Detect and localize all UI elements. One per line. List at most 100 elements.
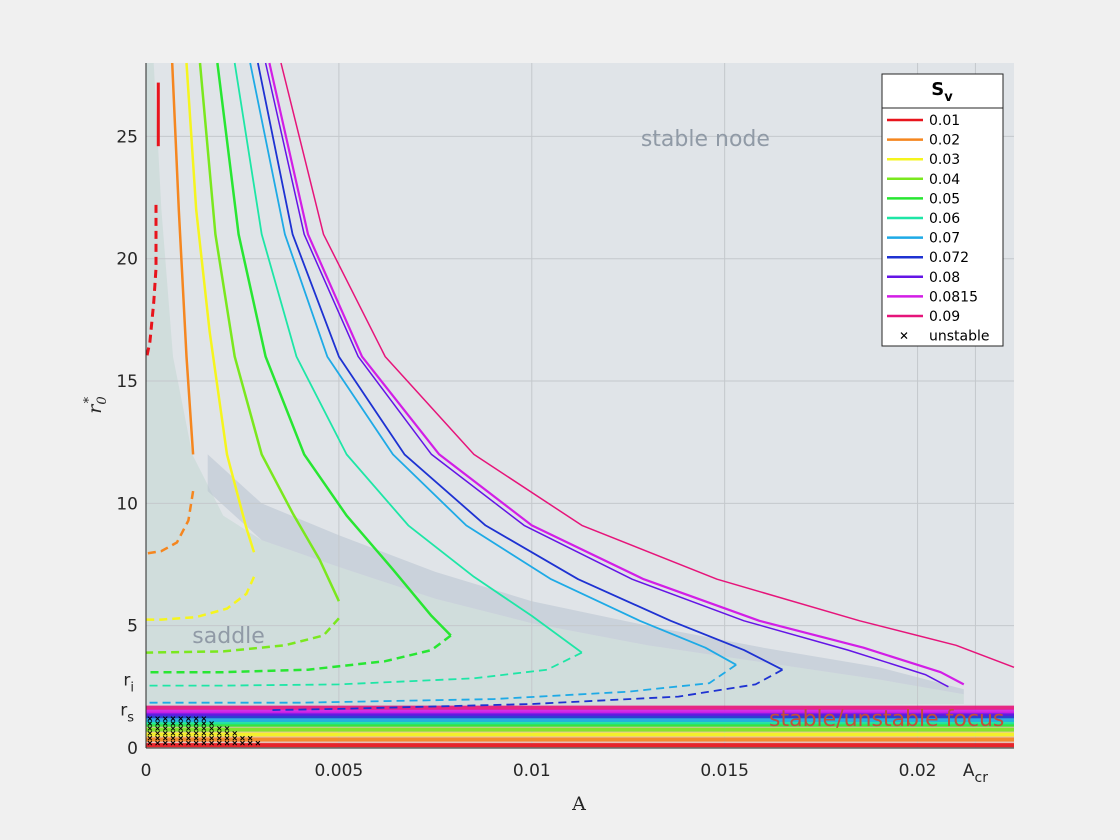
unstable-marker <box>186 740 191 746</box>
unstable-marker <box>147 726 153 731</box>
unstable-marker <box>155 716 160 721</box>
focus-lines <box>146 705 1014 748</box>
series-line-stable <box>216 62 452 637</box>
series-line-unstable <box>269 668 783 711</box>
legend-title: S <box>931 79 944 100</box>
unstable-marker <box>201 735 207 741</box>
y-axis-label-sup: * <box>82 396 97 403</box>
legend-entries: 0.01 0.02 0.03 0.04 0.05 0.06 0.07 0.072 0.08 0.0… <box>887 113 990 345</box>
svg-text:r0*: r0* <box>82 396 110 413</box>
x-tick-label: 0.005 <box>315 761 364 781</box>
unstable-marker <box>216 726 222 731</box>
legend-label: 0.03 <box>929 152 960 168</box>
unstable-marker <box>170 726 176 731</box>
unstable-marker <box>240 735 245 741</box>
unstable-marker <box>201 721 207 726</box>
y-tick-extra-main: r <box>123 671 130 691</box>
unstable-marker <box>155 735 160 741</box>
unstable-marker <box>162 721 168 726</box>
unstable-marker <box>247 740 253 746</box>
x-tick-label: 0.01 <box>513 761 551 781</box>
unstable-marker <box>155 730 160 736</box>
legend: Sv 0.01 0.02 0.03 0.04 0.05 0.06 0.07 0.072 0.08… <box>881 73 1004 347</box>
legend-label: 0.072 <box>929 250 969 266</box>
unstable-marker <box>209 735 214 741</box>
y-tick-label: 5 <box>127 617 138 637</box>
unstable-marker <box>224 735 230 741</box>
series-line-stable <box>185 62 256 553</box>
unstable-marker <box>232 735 238 741</box>
series-line-unstable <box>145 490 195 555</box>
unstable-marker <box>193 730 199 736</box>
unstable-marker <box>193 735 199 741</box>
legend-label: 0.09 <box>929 309 960 325</box>
unstable-marker <box>186 716 191 721</box>
unstable-marker <box>201 726 207 731</box>
unstable-marker <box>155 721 160 726</box>
unstable-marker <box>247 735 253 741</box>
y-tick-label-extra: ri <box>123 671 134 696</box>
series-line-unstable <box>146 576 256 621</box>
unstable-marker <box>170 721 176 726</box>
unstable-marker <box>209 721 214 726</box>
y-tick-extra-sub: i <box>130 681 134 696</box>
legend-label: 0.08 <box>929 270 960 286</box>
series-line-unstable <box>145 204 158 357</box>
unstable-marker <box>224 730 230 736</box>
x-tick-acr-sub: cr <box>975 770 989 786</box>
unstable-marker <box>216 735 222 741</box>
unstable-marker <box>162 716 168 721</box>
series-line-unstable <box>146 634 452 674</box>
unstable-marker <box>178 721 184 726</box>
unstable-marker <box>224 726 230 731</box>
unstable-markers <box>147 716 261 746</box>
legend-swatch-unstable <box>900 332 908 340</box>
legend-label: 0.05 <box>929 191 960 207</box>
y-tick-label-extra: rs <box>120 700 134 725</box>
legend-label: 0.01 <box>929 113 960 129</box>
series-line-stable <box>249 62 737 666</box>
y-tick-label: 15 <box>116 372 138 392</box>
saddle-region <box>146 63 964 709</box>
unstable-marker <box>255 740 261 746</box>
x-axis-label: A <box>571 793 586 815</box>
legend-label: unstable <box>929 329 990 345</box>
series-line-unstable <box>146 651 583 687</box>
unstable-marker <box>186 735 191 741</box>
unstable-marker <box>147 730 153 736</box>
unstable-marker <box>162 740 168 746</box>
unstable-marker <box>170 735 176 741</box>
y-tick-label: 10 <box>116 494 138 514</box>
legend-label: 0.04 <box>929 172 960 188</box>
annotation-saddle: saddle <box>192 624 265 649</box>
unstable-marker <box>170 716 176 721</box>
series-line-unstable <box>145 617 340 654</box>
y-tick-label: 25 <box>116 127 138 147</box>
series-line-stable <box>233 62 583 654</box>
y-axis-label-main: r <box>84 403 106 414</box>
series-line-unstable <box>146 664 737 704</box>
x-tick-label: 0 <box>141 761 152 781</box>
series-line-stable <box>257 62 783 671</box>
unstable-marker <box>201 740 207 746</box>
y-axis-label: r0* <box>82 396 110 413</box>
unstable-marker <box>240 740 245 746</box>
unstable-marker <box>193 740 199 746</box>
unstable-marker <box>178 730 184 736</box>
unstable-marker <box>178 740 184 746</box>
legend-label: 0.06 <box>929 211 960 227</box>
unstable-marker <box>193 721 199 726</box>
unstable-marker <box>162 726 168 731</box>
unstable-marker <box>209 730 214 736</box>
unstable-marker <box>193 726 199 731</box>
unstable-marker <box>155 740 160 746</box>
unstable-marker <box>209 726 214 731</box>
unstable-marker <box>170 730 176 736</box>
unstable-marker <box>162 735 168 741</box>
unstable-marker <box>201 716 207 721</box>
unstable-marker <box>147 735 153 741</box>
x-tick-label: 0.02 <box>899 761 937 781</box>
svg-text:Sv: Sv <box>931 79 953 105</box>
legend-label: 0.07 <box>929 231 960 247</box>
